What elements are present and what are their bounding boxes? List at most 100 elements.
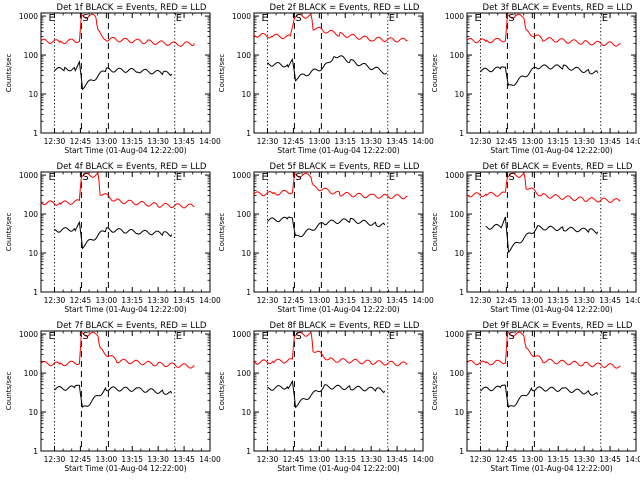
y-tick-label: 1000 <box>445 171 464 180</box>
plot-frame <box>466 171 637 293</box>
panel-title: Det 3f BLACK = Events, RED = LLD <box>483 3 633 13</box>
x-tick-label: 13:30 <box>360 296 382 305</box>
plot-frame <box>40 330 211 452</box>
x-tick-label: 13:30 <box>147 296 169 305</box>
marker-e-start: E <box>474 172 480 183</box>
series-events-line <box>485 216 599 254</box>
x-tick-label: 13:15 <box>547 296 569 305</box>
x-tick-label: 12:45 <box>283 137 305 146</box>
x-tick-label: 13:00 <box>522 296 544 305</box>
series-lld-line <box>466 331 621 369</box>
y-tick-label: 100 <box>24 210 39 219</box>
marker-e-start: E <box>48 331 54 342</box>
x-tick-label: 13:45 <box>599 455 621 464</box>
x-tick-label: 12:45 <box>70 296 92 305</box>
plot-frame <box>40 171 211 293</box>
x-tick-label: 13:45 <box>386 296 408 305</box>
x-tick-label: 13:45 <box>386 455 408 464</box>
y-tick-label: 100 <box>237 210 252 219</box>
x-axis-label: Start Time (01-Aug-04 12:22:00) <box>64 305 186 314</box>
x-tick-label: 13:00 <box>96 137 118 146</box>
marker-s: S <box>295 172 301 183</box>
y-tick-label: 1000 <box>445 12 464 21</box>
x-tick-label: 14:00 <box>412 455 434 464</box>
panel-title: Det 1f BLACK = Events, RED = LLD <box>57 3 207 13</box>
y-tick-label: 1 <box>33 129 38 138</box>
marker-s: S <box>295 331 301 342</box>
y-tick-label: 100 <box>450 51 465 60</box>
x-axis-label: Start Time (01-Aug-04 12:22:00) <box>490 305 612 314</box>
y-tick-label: 1 <box>33 288 38 297</box>
series-events-line <box>480 384 599 409</box>
marker-e-end: E <box>602 331 608 342</box>
y-axis-label: Counts/sec <box>5 213 13 252</box>
marker-e-start: E <box>474 331 480 342</box>
x-tick-label: 13:30 <box>147 455 169 464</box>
x-tick-label: 13:00 <box>522 455 544 464</box>
x-tick-label: 13:15 <box>547 137 569 146</box>
x-tick-label: 12:30 <box>44 296 66 305</box>
marker-e-start: E <box>474 13 480 24</box>
plot-frame <box>40 12 211 134</box>
x-tick-label: 13:15 <box>121 296 143 305</box>
panel-det-7: Det 7f BLACK = Events, RED = LLD Counts/s… <box>5 321 221 473</box>
x-tick-label: 12:30 <box>470 296 492 305</box>
x-tick-label: 12:45 <box>283 296 305 305</box>
series-lld-line <box>40 13 195 47</box>
y-axis-label: Counts/sec <box>218 54 226 93</box>
x-axis-label: Start Time (01-Aug-04 12:22:00) <box>490 464 612 473</box>
x-tick-label: 13:30 <box>360 137 382 146</box>
x-tick-label: 14:00 <box>199 455 221 464</box>
y-tick-label: 10 <box>28 90 38 99</box>
y-tick-label: 1 <box>459 129 464 138</box>
y-axis-label: Counts/sec <box>218 372 226 411</box>
marker-e-end: E <box>602 13 608 24</box>
plot-frame <box>253 330 424 452</box>
x-tick-label: 12:30 <box>257 455 279 464</box>
marker-e-end: E <box>176 13 182 24</box>
series-events-line <box>267 55 388 82</box>
series-lld-line <box>466 13 621 47</box>
panel-title: Det 2f BLACK = Events, RED = LLD <box>270 3 420 13</box>
marker-e-start: E <box>261 331 267 342</box>
panel-det-1: Det 1f BLACK = Events, RED = LLD Counts/s… <box>5 3 221 155</box>
x-tick-label: 13:00 <box>309 137 331 146</box>
y-tick-label: 1000 <box>19 330 38 339</box>
x-tick-label: 13:45 <box>599 137 621 146</box>
x-tick-label: 14:00 <box>412 296 434 305</box>
x-tick-label: 13:30 <box>147 137 169 146</box>
x-tick-label: 13:00 <box>96 296 118 305</box>
y-tick-label: 100 <box>450 369 465 378</box>
marker-s: S <box>508 331 514 342</box>
x-tick-label: 13:00 <box>309 296 331 305</box>
y-tick-label: 10 <box>241 249 251 258</box>
marker-s: S <box>82 13 88 24</box>
x-tick-label: 14:00 <box>625 137 640 146</box>
x-tick-label: 13:30 <box>573 455 595 464</box>
series-events-line <box>267 379 386 409</box>
x-tick-label: 12:30 <box>470 455 492 464</box>
x-tick-label: 13:45 <box>386 137 408 146</box>
x-tick-label: 12:45 <box>70 455 92 464</box>
y-tick-label: 10 <box>241 408 251 417</box>
panel-title: Det 5f BLACK = Events, RED = LLD <box>270 162 420 172</box>
marker-e-end: E <box>602 172 608 183</box>
panel-title: Det 4f BLACK = Events, RED = LLD <box>57 162 207 172</box>
x-axis-label: Start Time (01-Aug-04 12:22:00) <box>277 146 399 155</box>
x-tick-label: 13:15 <box>547 455 569 464</box>
plot-frame <box>466 12 637 134</box>
marker-e-end: E <box>389 13 395 24</box>
x-tick-label: 13:15 <box>334 137 356 146</box>
x-tick-label: 12:30 <box>257 296 279 305</box>
series-events-line <box>54 220 173 250</box>
series-events-line <box>54 60 173 91</box>
x-tick-label: 13:15 <box>121 455 143 464</box>
x-tick-label: 14:00 <box>412 137 434 146</box>
marker-e-end: E <box>389 331 395 342</box>
y-axis-label: Counts/sec <box>431 54 439 93</box>
marker-e-end: E <box>176 331 182 342</box>
panel-det-9: Det 9f BLACK = Events, RED = LLD Counts/s… <box>431 321 640 473</box>
x-axis-label: Start Time (01-Aug-04 12:22:00) <box>64 146 186 155</box>
x-axis-label: Start Time (01-Aug-04 12:22:00) <box>277 464 399 473</box>
